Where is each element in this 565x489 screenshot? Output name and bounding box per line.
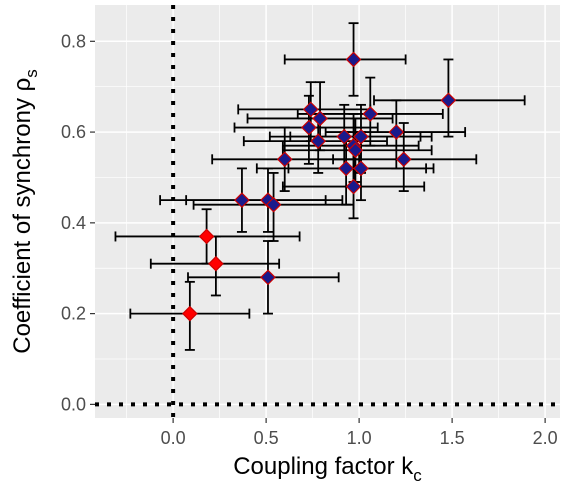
x-axis-title-main: Coupling factor k xyxy=(233,453,414,480)
blue-diamond-marker xyxy=(338,160,354,177)
x-tick-label: 1.0 xyxy=(347,428,372,448)
plot-panel xyxy=(95,5,560,418)
y-axis-title-main: Coefficient of synchrony ρ xyxy=(9,78,36,354)
blue-diamond-marker xyxy=(345,178,362,195)
x-axis-title: Coupling factor kc xyxy=(233,453,422,485)
blue-diamond-marker xyxy=(312,110,328,127)
data-markers xyxy=(182,51,457,322)
blue-diamond-marker xyxy=(336,128,353,145)
reference-lines xyxy=(95,5,560,418)
blue-diamond-marker xyxy=(347,142,364,159)
blue-diamond-marker xyxy=(302,101,319,118)
blue-diamond-marker xyxy=(388,124,405,140)
x-axis-title-subscript: c xyxy=(413,466,422,485)
y-tick-label: 0.2 xyxy=(61,304,86,324)
red-diamond-marker xyxy=(208,255,224,272)
x-tick-label: 0.5 xyxy=(254,428,279,448)
blue-diamond-marker xyxy=(362,106,379,122)
blue-diamond-marker xyxy=(440,92,457,109)
blue-diamond-marker xyxy=(353,160,369,177)
blue-diamond-marker xyxy=(301,119,317,136)
x-tick-label: 0.0 xyxy=(161,428,186,448)
blue-diamond-marker xyxy=(345,51,362,68)
blue-diamond-marker xyxy=(234,192,250,209)
y-tick-label: 0.4 xyxy=(61,213,86,233)
blue-diamond-marker xyxy=(395,151,412,168)
y-axis-ticks: 0.0 0.2 0.4 0.6 0.8 xyxy=(61,31,95,414)
y-tick-label: 0.8 xyxy=(61,31,86,51)
blue-diamond-marker xyxy=(276,151,293,168)
x-tick-label: 2.0 xyxy=(533,428,558,448)
y-tick-label: 0.0 xyxy=(61,394,86,414)
x-axis-ticks: 0.0 0.5 1.0 1.5 2.0 xyxy=(161,418,558,448)
blue-diamond-marker xyxy=(260,269,276,286)
x-tick-label: 1.5 xyxy=(440,428,465,448)
y-axis-title-subscript: s xyxy=(22,69,41,78)
y-axis-title: Coefficient of synchrony ρs xyxy=(9,69,41,354)
y-tick-label: 0.6 xyxy=(61,122,86,142)
red-diamond-marker xyxy=(198,228,215,245)
blue-diamond-marker xyxy=(310,133,327,150)
blue-diamond-marker xyxy=(353,128,369,145)
blue-diamond-marker xyxy=(265,196,282,213)
red-diamond-marker xyxy=(182,305,198,322)
